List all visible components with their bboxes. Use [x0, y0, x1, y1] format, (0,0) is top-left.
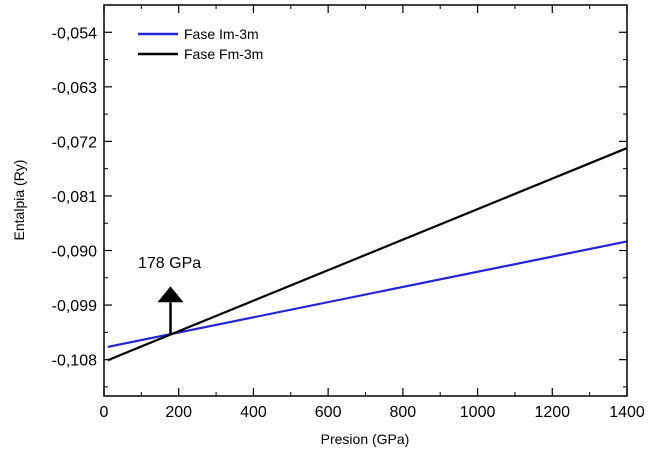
x-tick-label: 1200	[534, 404, 570, 421]
y-tick-label: -0,090	[52, 244, 97, 261]
arrow-up-icon	[157, 286, 184, 303]
plot-frame	[103, 4, 628, 397]
annotation: 178 GPa	[138, 255, 201, 334]
x-axis-title: Presion (GPa)	[321, 431, 410, 447]
x-tick-label: 800	[390, 404, 417, 421]
y-tick-label: -0,099	[52, 298, 97, 315]
x-tick-label: 1000	[460, 404, 496, 421]
y-axis-title: Entalpia (Ry)	[11, 160, 27, 241]
x-tick-label: 1400	[609, 404, 645, 421]
y-tick-label: -0,108	[52, 353, 97, 370]
annotation-label: 178 GPa	[138, 255, 201, 272]
x-tick-label: 200	[165, 404, 192, 421]
y-tick-label: -0,081	[52, 189, 97, 206]
y-tick-label: -0,054	[52, 25, 97, 42]
y-tick-label: -0,063	[52, 80, 97, 97]
series-layer	[107, 147, 628, 362]
legend: Fase Im-3m Fase Fm-3m	[138, 26, 263, 62]
x-tick-label: 400	[240, 404, 267, 421]
x-tick-label: 0	[100, 404, 109, 421]
y-tick-label: -0,072	[52, 134, 97, 151]
series-line-0	[107, 240, 628, 348]
axes-layer: 0 200 400 600 800 1000 1200 1400 -0,108 -0,099 -0,…	[52, 4, 645, 421]
legend-label-fm3m: Fase Fm-3m	[184, 46, 263, 62]
series-line-1	[107, 147, 628, 362]
x-tick-label: 600	[315, 404, 342, 421]
legend-label-im3m: Fase Im-3m	[184, 26, 259, 42]
